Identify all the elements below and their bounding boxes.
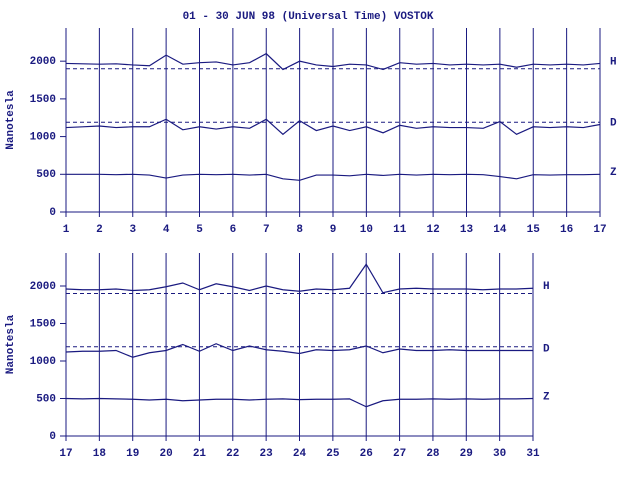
x-tick-label: 5 xyxy=(196,224,203,236)
x-tick-label: 3 xyxy=(129,224,136,236)
series-label: Z xyxy=(610,167,617,179)
x-tick-label: 6 xyxy=(230,224,237,236)
x-tick-label: 4 xyxy=(163,224,170,236)
x-tick-label: 20 xyxy=(159,448,172,460)
series-label: H xyxy=(610,56,617,68)
x-tick-label: 18 xyxy=(93,448,107,460)
y-tick-label: 0 xyxy=(49,207,56,219)
x-tick-label: 10 xyxy=(360,224,373,236)
x-tick-label: 1 xyxy=(63,224,70,236)
y-tick-label: 1500 xyxy=(30,94,56,106)
x-tick-label: 26 xyxy=(360,448,373,460)
x-tick-label: 14 xyxy=(493,224,507,236)
chart-title: 01 - 30 JUN 98 (Universal Time) VOSTOK xyxy=(183,11,434,23)
x-tick-label: 28 xyxy=(426,448,440,460)
series-label: Z xyxy=(543,391,550,403)
y-tick-label: 500 xyxy=(36,393,56,405)
x-tick-label: 7 xyxy=(263,224,270,236)
y-tick-label: 1000 xyxy=(30,131,56,143)
x-tick-label: 29 xyxy=(460,448,473,460)
x-tick-label: 30 xyxy=(493,448,506,460)
x-tick-label: 23 xyxy=(260,448,274,460)
x-tick-label: 11 xyxy=(393,224,407,236)
series-label: D xyxy=(610,117,617,129)
series-label: H xyxy=(543,281,550,293)
x-tick-label: 27 xyxy=(393,448,406,460)
y-tick-label: 1000 xyxy=(30,356,56,368)
x-tick-label: 17 xyxy=(59,448,72,460)
y-tick-label: 1500 xyxy=(30,318,56,330)
y-tick-label: 0 xyxy=(49,431,56,443)
series-label: D xyxy=(543,343,550,355)
series-line xyxy=(66,173,601,181)
x-tick-label: 8 xyxy=(296,224,303,236)
y-tick-label: 2000 xyxy=(30,281,56,293)
x-tick-label: 15 xyxy=(527,224,541,236)
x-tick-label: 9 xyxy=(330,224,337,236)
x-tick-label: 12 xyxy=(427,224,440,236)
y-tick-label: 2000 xyxy=(30,56,56,68)
y-tick-label: 500 xyxy=(36,169,56,181)
series-line xyxy=(65,263,534,294)
x-tick-label: 21 xyxy=(193,448,207,460)
y-axis-label: Nanotesla xyxy=(5,90,17,150)
series-line xyxy=(65,397,534,408)
y-axis-label: Nanotesla xyxy=(5,314,17,374)
x-tick-label: 2 xyxy=(96,224,103,236)
x-tick-label: 13 xyxy=(460,224,474,236)
x-tick-label: 24 xyxy=(293,448,307,460)
x-tick-label: 19 xyxy=(126,448,139,460)
x-tick-label: 25 xyxy=(326,448,340,460)
x-tick-label: 22 xyxy=(226,448,239,460)
series-line xyxy=(65,118,601,136)
series-line xyxy=(65,52,601,71)
series-line xyxy=(65,343,533,358)
x-tick-label: 31 xyxy=(526,448,540,460)
x-tick-label: 17 xyxy=(593,224,606,236)
x-tick-label: 16 xyxy=(560,224,573,236)
